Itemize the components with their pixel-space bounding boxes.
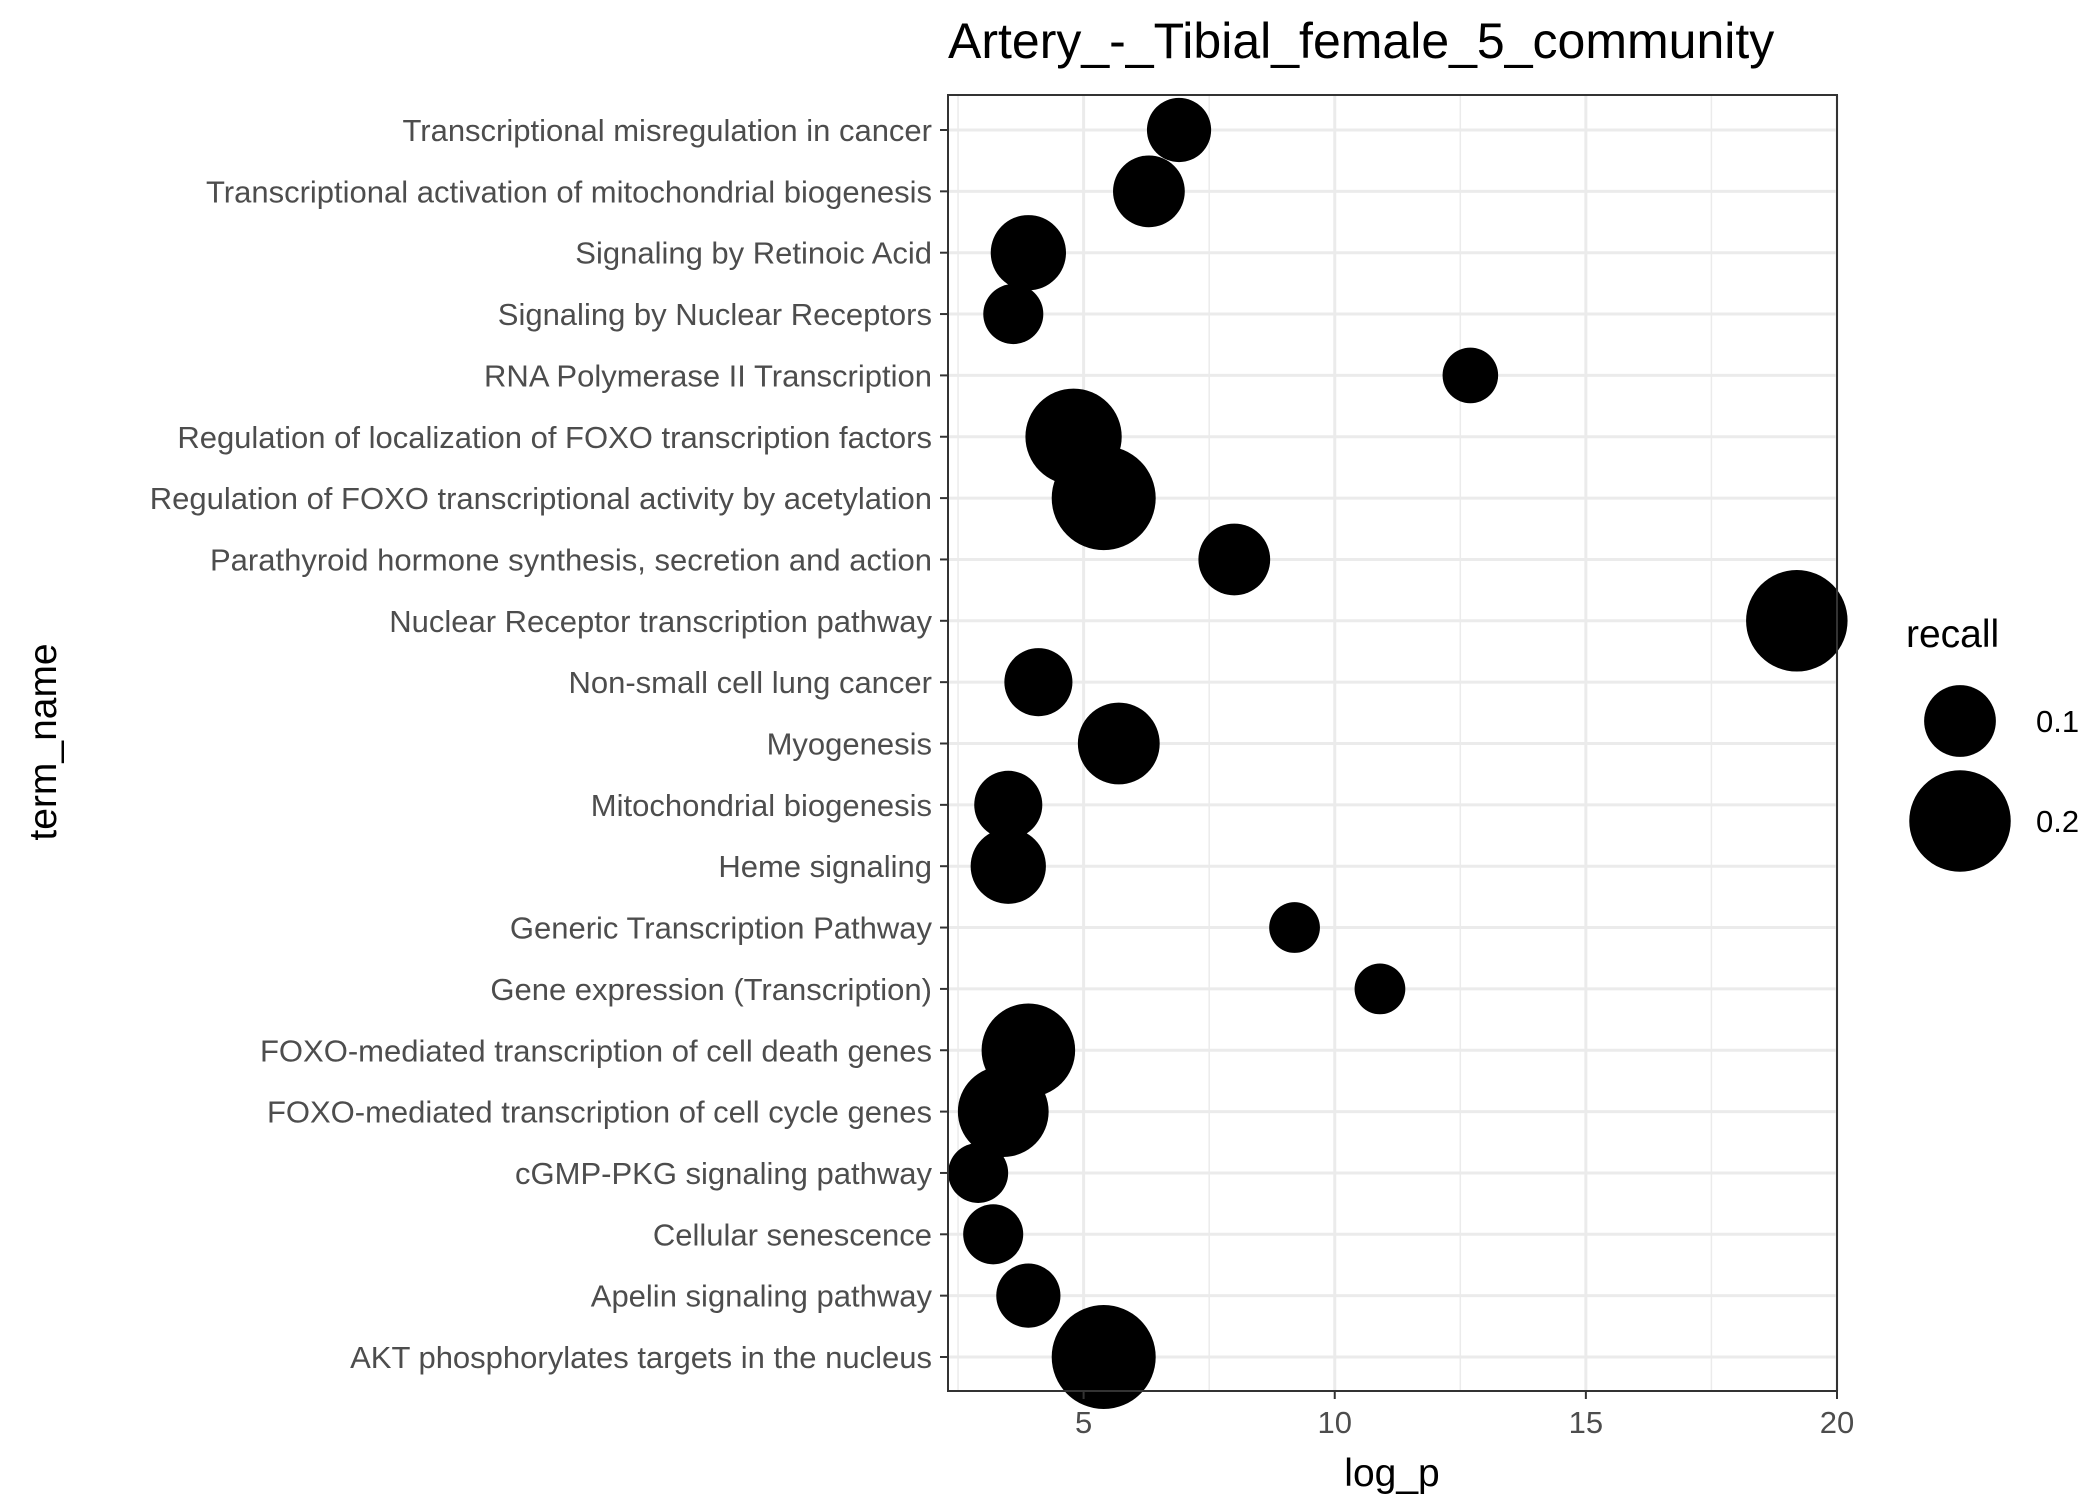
data-point [1354,963,1406,1015]
y-tick-label: Gene expression (Transcription) [490,972,932,1007]
data-point [1146,97,1212,163]
data-point [1051,446,1156,551]
y-axis-ticks: Transcriptional misregulation in cancer T… [150,113,948,1375]
legend-key [1909,770,2011,872]
y-tick-label: Non-small cell lung cancer [568,665,932,700]
legend-label: 0.2 [2036,804,2079,839]
data-points [948,97,1848,1409]
y-tick-label: Transcriptional activation of mitochondr… [206,174,932,209]
data-point [1746,570,1848,672]
x-axis-ticks: 5 10 15 20 [1075,1391,1854,1440]
x-tick-label: 5 [1075,1405,1092,1440]
y-tick-label: Heme signaling [718,849,932,884]
y-tick-label: Cellular senescence [653,1217,932,1252]
y-tick-label: Transcriptional misregulation in cancer [402,113,932,148]
y-tick-label: Mitochondrial biogenesis [591,788,932,823]
y-tick-label: FOXO-mediated transcription of cell deat… [260,1033,932,1068]
data-point [1269,902,1320,953]
data-point [983,284,1044,345]
y-tick-label: Parathyroid hormone synthesis, secretion… [210,542,932,577]
data-point [1051,1305,1156,1409]
x-tick-label: 20 [1820,1405,1854,1440]
y-axis-title: term_name [22,643,65,840]
y-tick-label: RNA Polymerase II Transcription [484,358,932,393]
legend: recall 0.1 0.2 [1906,613,2079,872]
data-point [1198,523,1271,596]
data-point [996,1263,1061,1328]
data-point [1004,648,1073,717]
data-point [957,1066,1049,1157]
y-tick-label: Signaling by Nuclear Receptors [498,297,932,332]
data-point [1442,347,1499,404]
legend-label: 0.1 [2036,704,2079,739]
data-point [963,1204,1024,1265]
y-tick-label: Apelin signaling pathway [591,1279,933,1314]
legend-key [1924,685,1996,757]
grid-lines [948,95,1839,1391]
y-tick-label: Regulation of localization of FOXO trans… [177,420,932,455]
legend-title: recall [1906,613,1999,656]
y-tick-label: cGMP-PKG signaling pathway [515,1156,932,1191]
data-point [1077,702,1160,785]
x-tick-label: 10 [1317,1405,1351,1440]
y-tick-label: AKT phosphorylates targets in the nucleu… [350,1340,932,1375]
data-point [1113,155,1185,228]
x-tick-label: 15 [1569,1405,1603,1440]
y-tick-label: Myogenesis [767,727,932,762]
y-tick-label: Generic Transcription Pathway [510,911,933,946]
data-point [948,1142,1009,1203]
y-tick-label: FOXO-mediated transcription of cell cycl… [267,1095,932,1130]
x-axis-title: log_p [1344,1452,1439,1495]
data-point [970,828,1046,904]
y-tick-label: Nuclear Receptor transcription pathway [389,604,932,639]
data-point [990,215,1066,291]
y-tick-label: Signaling by Retinoic Acid [575,236,932,271]
chart-title: Artery_-_Tibial_female_5_community [948,13,1774,69]
data-point [974,770,1043,839]
y-tick-label: Regulation of FOXO transcriptional activ… [150,481,932,516]
